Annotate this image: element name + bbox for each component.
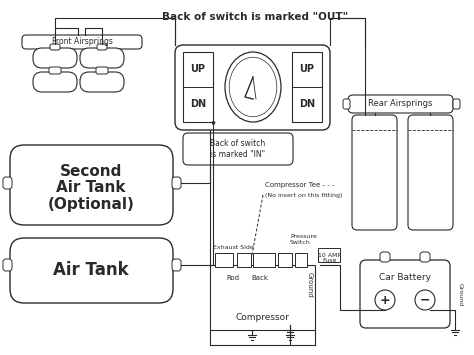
FancyBboxPatch shape (50, 44, 60, 50)
FancyBboxPatch shape (3, 177, 12, 189)
FancyBboxPatch shape (172, 177, 181, 189)
Text: UP: UP (300, 64, 315, 74)
Text: Back of switch is marked "OUT": Back of switch is marked "OUT" (162, 12, 348, 22)
FancyBboxPatch shape (80, 48, 124, 68)
Bar (183, 52, 213, 122)
Bar (278, 253, 292, 267)
FancyBboxPatch shape (80, 72, 124, 92)
Text: Second: Second (60, 164, 122, 180)
Circle shape (415, 290, 435, 310)
Text: Back: Back (252, 275, 268, 281)
FancyBboxPatch shape (10, 238, 173, 303)
Bar (237, 253, 251, 267)
Bar (215, 253, 233, 267)
Text: DN: DN (190, 99, 206, 109)
FancyBboxPatch shape (380, 252, 390, 262)
FancyBboxPatch shape (10, 145, 173, 225)
FancyBboxPatch shape (408, 115, 453, 230)
Bar (210, 265, 315, 330)
Bar (318, 248, 340, 262)
Text: DN: DN (299, 99, 315, 109)
FancyBboxPatch shape (96, 67, 108, 74)
FancyBboxPatch shape (183, 133, 293, 165)
Text: −: − (420, 294, 430, 306)
FancyBboxPatch shape (97, 44, 107, 50)
Text: Exhaust Side: Exhaust Side (213, 245, 254, 250)
FancyBboxPatch shape (420, 252, 430, 262)
FancyBboxPatch shape (33, 48, 77, 68)
FancyBboxPatch shape (22, 35, 142, 49)
Text: Compressor Tee - - -: Compressor Tee - - - (265, 182, 335, 188)
FancyBboxPatch shape (49, 67, 61, 74)
Text: 10 AMP
Fuse: 10 AMP Fuse (319, 253, 341, 263)
FancyBboxPatch shape (352, 115, 397, 230)
Text: Front Airsprings: Front Airsprings (52, 38, 112, 47)
Text: Ground: Ground (307, 272, 313, 298)
Text: Rod: Rod (227, 275, 239, 281)
FancyBboxPatch shape (360, 260, 450, 328)
FancyBboxPatch shape (172, 259, 181, 271)
Text: (No insert on this fitting): (No insert on this fitting) (265, 193, 342, 198)
Text: Back of switch
is marked "IN": Back of switch is marked "IN" (210, 139, 265, 159)
Text: Air Tank: Air Tank (56, 180, 126, 196)
Bar (253, 253, 275, 267)
FancyBboxPatch shape (348, 95, 453, 113)
Text: +: + (380, 294, 390, 306)
Circle shape (375, 290, 395, 310)
Text: Air Tank: Air Tank (53, 261, 129, 279)
Text: UP: UP (191, 64, 206, 74)
Text: Compressor: Compressor (235, 313, 289, 322)
Ellipse shape (225, 52, 281, 122)
FancyBboxPatch shape (3, 259, 12, 271)
Text: Pressure
Switch: Pressure Switch (290, 234, 317, 245)
Text: Ground: Ground (457, 283, 463, 307)
FancyBboxPatch shape (453, 99, 460, 109)
Ellipse shape (229, 57, 277, 117)
Bar (292, 52, 322, 122)
Text: (Optional): (Optional) (47, 197, 135, 212)
FancyBboxPatch shape (343, 99, 350, 109)
FancyBboxPatch shape (175, 45, 330, 130)
Text: Car Battery: Car Battery (379, 273, 431, 283)
Bar (295, 253, 307, 267)
Text: Rear Airsprings: Rear Airsprings (368, 99, 432, 109)
FancyBboxPatch shape (33, 72, 77, 92)
